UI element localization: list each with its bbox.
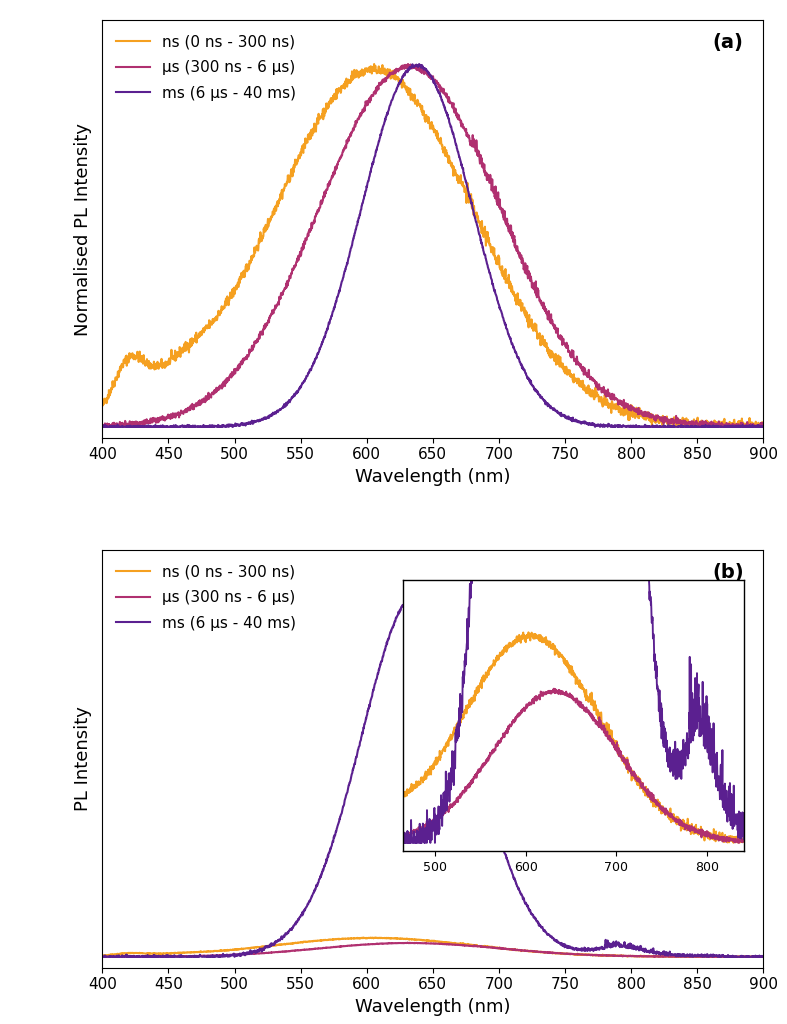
μs (300 ns - 6 μs) xyxy=(740,950,749,963)
μs (300 ns - 6 μs) xyxy=(759,950,768,963)
ms (6 μs - 40 ms) xyxy=(98,950,107,963)
ms (6 μs - 40 ms) xyxy=(410,587,419,599)
Line: μs (300 ns - 6 μs): μs (300 ns - 6 μs) xyxy=(102,943,763,956)
Text: (b): (b) xyxy=(712,563,744,582)
ns (0 ns - 300 ns) xyxy=(402,81,412,93)
ms (6 μs - 40 ms) xyxy=(740,420,749,432)
ms (6 μs - 40 ms) xyxy=(759,421,768,433)
μs (300 ns - 6 μs) xyxy=(740,950,749,963)
ms (6 μs - 40 ms) xyxy=(740,950,749,963)
ns (0 ns - 300 ns) xyxy=(369,58,379,71)
ns (0 ns - 300 ns) xyxy=(740,950,749,963)
Line: ns (0 ns - 300 ns): ns (0 ns - 300 ns) xyxy=(102,65,763,427)
ms (6 μs - 40 ms) xyxy=(131,950,141,963)
Y-axis label: PL Intensity: PL Intensity xyxy=(74,707,92,811)
Line: ms (6 μs - 40 ms): ms (6 μs - 40 ms) xyxy=(102,593,763,956)
ms (6 μs - 40 ms) xyxy=(98,421,107,433)
ns (0 ns - 300 ns) xyxy=(694,421,704,433)
ns (0 ns - 300 ns) xyxy=(419,109,429,121)
ns (0 ns - 300 ns) xyxy=(685,950,695,963)
ms (6 μs - 40 ms) xyxy=(415,58,424,71)
μs (300 ns - 6 μs) xyxy=(619,949,628,962)
ms (6 μs - 40 ms) xyxy=(419,63,429,76)
ms (6 μs - 40 ms) xyxy=(402,65,412,77)
μs (300 ns - 6 μs) xyxy=(419,66,429,78)
μs (300 ns - 6 μs) xyxy=(740,421,749,433)
Line: ns (0 ns - 300 ns): ns (0 ns - 300 ns) xyxy=(102,938,763,956)
ns (0 ns - 300 ns) xyxy=(131,350,141,362)
μs (300 ns - 6 μs) xyxy=(98,950,107,963)
μs (300 ns - 6 μs) xyxy=(740,420,749,432)
μs (300 ns - 6 μs) xyxy=(402,61,412,74)
μs (300 ns - 6 μs) xyxy=(402,937,412,949)
μs (300 ns - 6 μs) xyxy=(98,421,107,433)
μs (300 ns - 6 μs) xyxy=(403,58,412,71)
ms (6 μs - 40 ms) xyxy=(98,421,107,433)
ms (6 μs - 40 ms) xyxy=(401,595,411,607)
Y-axis label: Normalised PL Intensity: Normalised PL Intensity xyxy=(74,123,92,336)
ns (0 ns - 300 ns) xyxy=(619,949,628,962)
ms (6 μs - 40 ms) xyxy=(740,950,749,963)
μs (300 ns - 6 μs) xyxy=(102,421,111,433)
μs (300 ns - 6 μs) xyxy=(759,418,768,430)
ms (6 μs - 40 ms) xyxy=(619,940,628,952)
ns (0 ns - 300 ns) xyxy=(740,950,749,963)
ms (6 μs - 40 ms) xyxy=(740,421,749,433)
μs (300 ns - 6 μs) xyxy=(419,937,429,949)
Legend: ns (0 ns - 300 ns), μs (300 ns - 6 μs), ms (6 μs - 40 ms): ns (0 ns - 300 ns), μs (300 ns - 6 μs), … xyxy=(110,28,302,106)
Text: (a): (a) xyxy=(713,33,744,52)
ns (0 ns - 300 ns) xyxy=(740,420,749,432)
μs (300 ns - 6 μs) xyxy=(98,950,108,963)
ns (0 ns - 300 ns) xyxy=(759,950,768,963)
ms (6 μs - 40 ms) xyxy=(619,420,628,432)
Legend: ns (0 ns - 300 ns), μs (300 ns - 6 μs), ms (6 μs - 40 ms): ns (0 ns - 300 ns), μs (300 ns - 6 μs), … xyxy=(110,558,302,637)
μs (300 ns - 6 μs) xyxy=(131,416,141,428)
ms (6 μs - 40 ms) xyxy=(419,590,429,602)
Line: μs (300 ns - 6 μs): μs (300 ns - 6 μs) xyxy=(102,65,763,427)
ns (0 ns - 300 ns) xyxy=(740,419,749,431)
μs (300 ns - 6 μs) xyxy=(403,937,412,949)
ns (0 ns - 300 ns) xyxy=(98,398,107,411)
ms (6 μs - 40 ms) xyxy=(131,420,141,432)
X-axis label: Wavelength (nm): Wavelength (nm) xyxy=(355,998,511,1016)
ns (0 ns - 300 ns) xyxy=(402,933,412,945)
ns (0 ns - 300 ns) xyxy=(131,947,141,959)
Line: ms (6 μs - 40 ms): ms (6 μs - 40 ms) xyxy=(102,65,763,427)
ns (0 ns - 300 ns) xyxy=(419,934,429,946)
ns (0 ns - 300 ns) xyxy=(619,404,628,417)
μs (300 ns - 6 μs) xyxy=(619,395,628,408)
X-axis label: Wavelength (nm): Wavelength (nm) xyxy=(355,468,511,486)
ns (0 ns - 300 ns) xyxy=(366,932,375,944)
ns (0 ns - 300 ns) xyxy=(98,950,107,963)
ms (6 μs - 40 ms) xyxy=(759,950,768,963)
ns (0 ns - 300 ns) xyxy=(759,420,768,432)
μs (300 ns - 6 μs) xyxy=(131,950,141,963)
